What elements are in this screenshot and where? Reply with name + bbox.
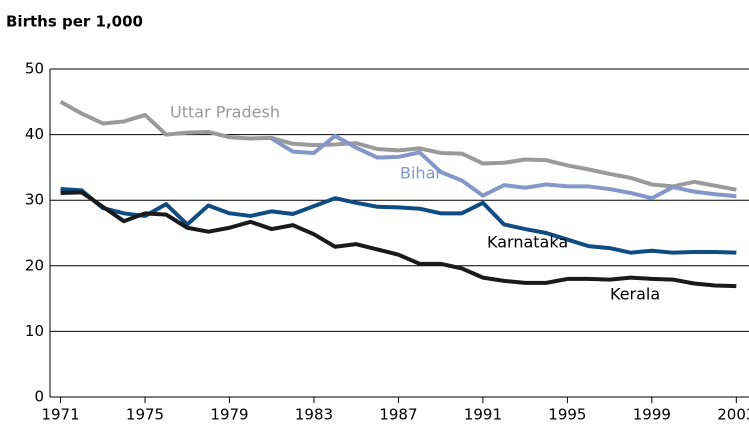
x-tick-label: 1975	[126, 406, 164, 424]
x-tick-label: 1987	[379, 406, 417, 424]
x-tick-label: 1979	[210, 406, 248, 424]
y-tick-label: 20	[25, 256, 44, 274]
y-tick-label: 10	[25, 322, 44, 340]
series-line	[60, 187, 737, 255]
x-tick-label: 1995	[548, 406, 586, 424]
series-label: Uttar Pradesh	[170, 103, 280, 122]
y-tick-label: 30	[25, 191, 44, 209]
chart-title: Births per 1,000	[6, 13, 143, 31]
x-tick-label: 1991	[464, 406, 502, 424]
x-tick-label: 1999	[633, 406, 671, 424]
x-tick-label: 1971	[41, 406, 79, 424]
series-line	[59, 100, 737, 192]
series-line	[60, 190, 737, 289]
y-tick-label: 0	[34, 388, 44, 406]
y-tick-label: 50	[25, 60, 44, 78]
series-label: Kerala	[610, 285, 660, 304]
x-tick-label: 2003	[717, 406, 749, 424]
series-line	[270, 133, 737, 201]
x-tick-label: 1983	[295, 406, 333, 424]
series-label: Karnataka	[487, 233, 568, 252]
y-tick-label: 40	[25, 125, 44, 143]
series-label: Bihar	[400, 164, 442, 183]
